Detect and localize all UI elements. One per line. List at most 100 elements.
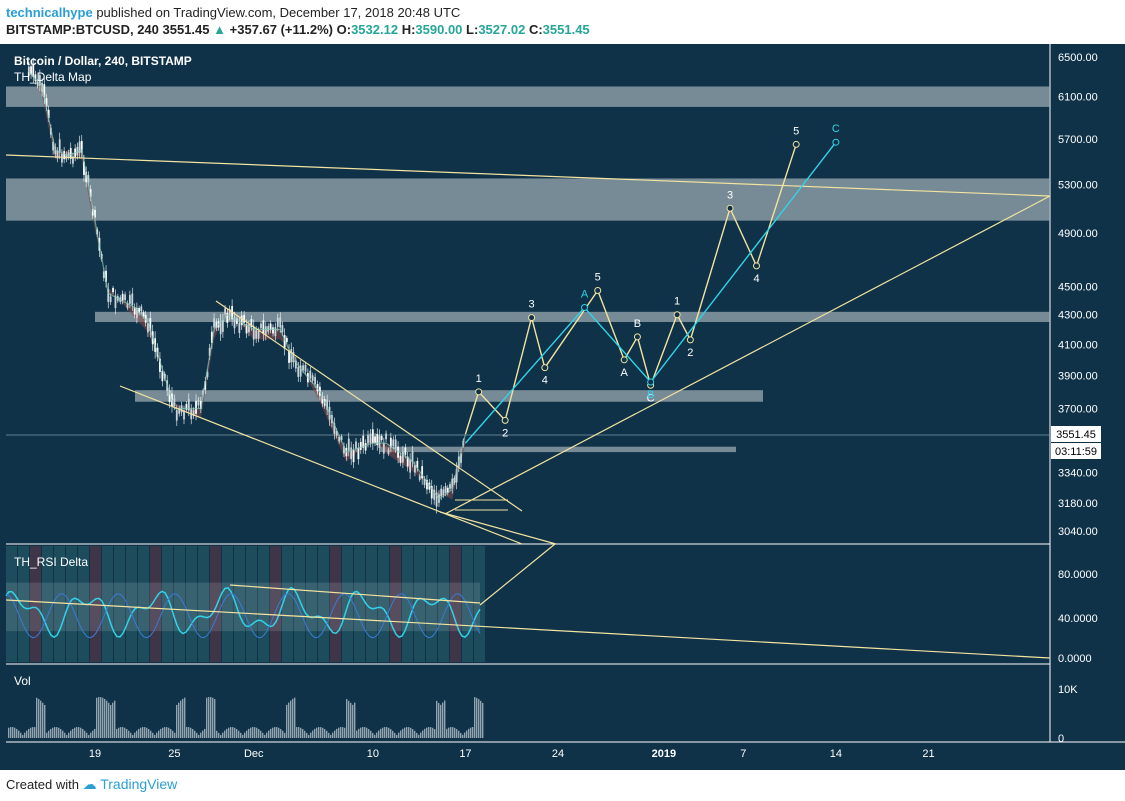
rsi-band: [126, 546, 137, 662]
volume-bar: [122, 727, 124, 738]
volume-bar: [70, 730, 72, 738]
volume-bar: [324, 729, 326, 738]
volume-bar: [166, 727, 168, 738]
volume-bar: [220, 734, 222, 738]
wave-point: [501, 416, 509, 424]
volume-bar: [120, 727, 122, 738]
volume-bar: [16, 728, 18, 738]
candle-body: [34, 74, 37, 82]
author-link[interactable]: technicalhype: [6, 5, 93, 20]
vol-pane-title: Vol: [14, 674, 31, 688]
rsi-trendline: [229, 584, 481, 604]
chart-background: [0, 44, 1125, 770]
volume-bar: [448, 727, 450, 738]
candle-body: [364, 443, 367, 451]
candle-body: [238, 322, 241, 333]
rsi-band: [222, 546, 233, 662]
candle-body: [85, 171, 88, 183]
volume-bar: [226, 728, 228, 738]
volume-bar: [414, 730, 416, 738]
wave-point: [541, 364, 549, 372]
candle-body: [128, 295, 131, 304]
volume-bar: [206, 697, 208, 738]
volume-bar: [48, 730, 50, 738]
close-value: 3551.45: [542, 22, 590, 37]
volume-bar: [478, 699, 480, 738]
rsi-band: [102, 546, 113, 662]
candle-body: [221, 319, 224, 332]
wave-point: [832, 138, 840, 146]
volume-bar: [282, 730, 284, 738]
volume-bar: [388, 727, 390, 738]
volume-bar: [476, 697, 478, 738]
candle-body: [389, 437, 392, 448]
volume-bar: [378, 730, 380, 738]
wave-point: [475, 388, 483, 396]
candle-body: [149, 318, 152, 332]
volume-bar: [276, 727, 278, 738]
rsi-trendline: [5, 599, 1051, 659]
volume-bar: [318, 727, 320, 738]
candle-body: [446, 487, 449, 493]
wave-label: B: [647, 389, 654, 401]
price-tick: 3340.00: [1058, 467, 1098, 479]
volume-bar: [250, 727, 252, 738]
volume-bar: [350, 702, 352, 738]
wave-point: [620, 356, 628, 364]
volume-bar: [428, 727, 430, 738]
volume-bar: [150, 730, 152, 738]
volume-bar: [86, 732, 88, 738]
volume-pane: [8, 697, 484, 738]
main-pane-title: Bitcoin / Dollar, 240, BITSTAMP: [14, 54, 192, 68]
candle-body: [435, 492, 438, 507]
tradingview-brand[interactable]: TradingView: [100, 776, 178, 792]
candle-body: [451, 478, 454, 489]
volume-bar: [470, 727, 472, 738]
candle-body: [213, 318, 215, 328]
candle-body: [58, 139, 61, 153]
volume-bar: [90, 732, 92, 738]
volume-bar: [270, 728, 272, 738]
volume-bar: [356, 730, 358, 738]
volume-bar: [168, 727, 170, 738]
volume-bar: [290, 700, 292, 738]
volume-bar: [176, 704, 178, 738]
wave-path: [464, 141, 837, 444]
rsi-band: [354, 546, 365, 662]
volume-bar: [204, 728, 206, 738]
volume-bar: [326, 730, 328, 738]
volume-bar: [238, 730, 240, 738]
volume-bar: [174, 732, 176, 738]
rsi-band: [246, 546, 257, 662]
volume-bar: [458, 730, 460, 738]
sr-zone: [380, 446, 736, 453]
candle-body: [252, 326, 255, 340]
candle-body: [279, 317, 282, 328]
wedge-lines: [5, 154, 1051, 545]
volume-bar: [422, 730, 424, 738]
volume-bar: [188, 727, 190, 738]
volume-bar: [22, 734, 24, 738]
volume-bar: [76, 727, 78, 738]
candle-body: [355, 441, 357, 449]
candle-body: [433, 489, 436, 500]
volume-bar: [430, 727, 432, 738]
candle-body: [283, 335, 286, 349]
volume-bar: [66, 734, 68, 738]
price-tick: 4100.00: [1058, 339, 1098, 351]
tradingview-logo-icon: ☁: [82, 776, 97, 792]
candle-body: [43, 84, 46, 98]
volume-bar: [236, 729, 238, 738]
volume-bar: [184, 697, 186, 738]
volume-bar: [464, 732, 466, 738]
wave-path: [464, 144, 797, 435]
volume-bar: [228, 727, 230, 738]
main-indicator-title: TH_Delta Map: [14, 70, 92, 84]
volume-bar: [162, 727, 164, 738]
volume-bar: [440, 704, 442, 738]
price-tick: 4500.00: [1058, 281, 1098, 293]
volume-bar: [284, 732, 286, 738]
volume-bar: [72, 728, 74, 738]
candle-body: [257, 331, 260, 339]
